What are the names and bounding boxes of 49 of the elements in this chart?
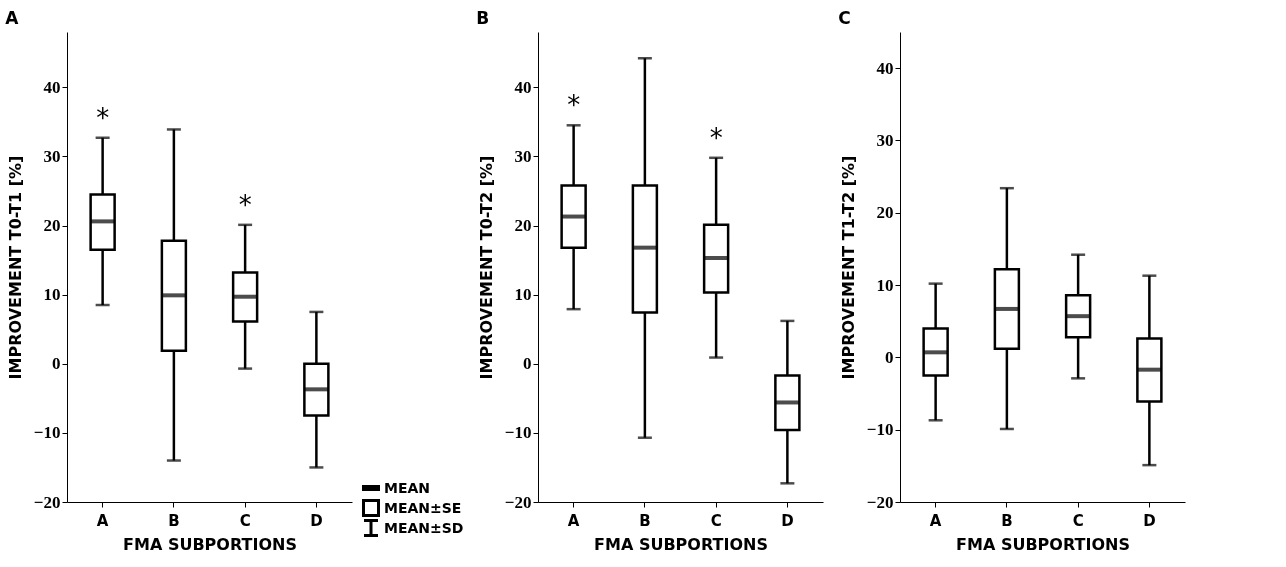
y-tick-label: 30 — [876, 130, 894, 150]
y-tick-label: 30 — [43, 146, 61, 166]
x-tick-label: B — [1001, 511, 1014, 530]
y-tick-label: 10 — [514, 285, 532, 305]
text: * — [96, 102, 110, 133]
text: * — [238, 189, 252, 220]
x-tick-label: A — [568, 511, 581, 530]
x-tick-label: D — [310, 511, 323, 530]
y-tick-label: 20 — [876, 203, 894, 223]
y-tick-label: 10 — [43, 285, 61, 305]
y-tick-label: −10 — [33, 423, 61, 443]
y-tick-label: 40 — [43, 77, 61, 97]
x-tick-label: B — [639, 511, 652, 530]
y-tick-label: 40 — [876, 58, 894, 78]
y-tick-label: 20 — [514, 216, 532, 236]
chart-title: A — [5, 8, 20, 28]
chart-title: C — [838, 8, 852, 28]
x-tick-label: D — [781, 511, 795, 530]
chart-title: B — [476, 8, 490, 28]
y-axis-title: IMPROVEMENT T0-T1 [%] — [5, 155, 25, 380]
text: MEAN±SE — [384, 500, 462, 516]
x-tick-label: C — [711, 511, 723, 530]
text: MEAN — [384, 480, 431, 496]
y-tick-label: −10 — [867, 420, 894, 440]
text: * — [567, 90, 581, 121]
y-tick-label: 0 — [885, 347, 894, 367]
y-tick-label: −10 — [505, 423, 532, 443]
y-tick-label: 40 — [514, 77, 532, 97]
text: * — [710, 122, 724, 153]
x-tick-label: B — [168, 511, 180, 530]
y-tick-label: −20 — [505, 492, 532, 512]
x-tick-label: D — [1143, 511, 1157, 530]
x-tick-label: A — [930, 511, 943, 530]
x-tick-label: A — [96, 511, 109, 530]
x-axis-title: FMA SUBPORTIONS — [956, 534, 1131, 554]
y-tick-label: 0 — [523, 354, 532, 374]
x-tick-label: C — [1073, 511, 1085, 530]
x-axis-title: FMA SUBPORTIONS — [594, 534, 769, 554]
y-tick-label: −20 — [867, 492, 894, 512]
y-tick-label: 20 — [43, 216, 61, 236]
y-tick-label: −20 — [33, 492, 61, 512]
x-axis-title: FMA SUBPORTIONS — [123, 534, 297, 554]
y-axis-title: IMPROVEMENT T1-T2 [%] — [839, 155, 859, 380]
y-tick-label: 30 — [514, 146, 532, 166]
y-tick-label: 10 — [876, 275, 894, 295]
text: MEAN±SD — [384, 520, 464, 536]
y-tick-label: 0 — [52, 354, 61, 374]
y-axis-title: IMPROVEMENT T0-T2 [%] — [477, 155, 497, 380]
x-tick-label: C — [239, 511, 251, 530]
